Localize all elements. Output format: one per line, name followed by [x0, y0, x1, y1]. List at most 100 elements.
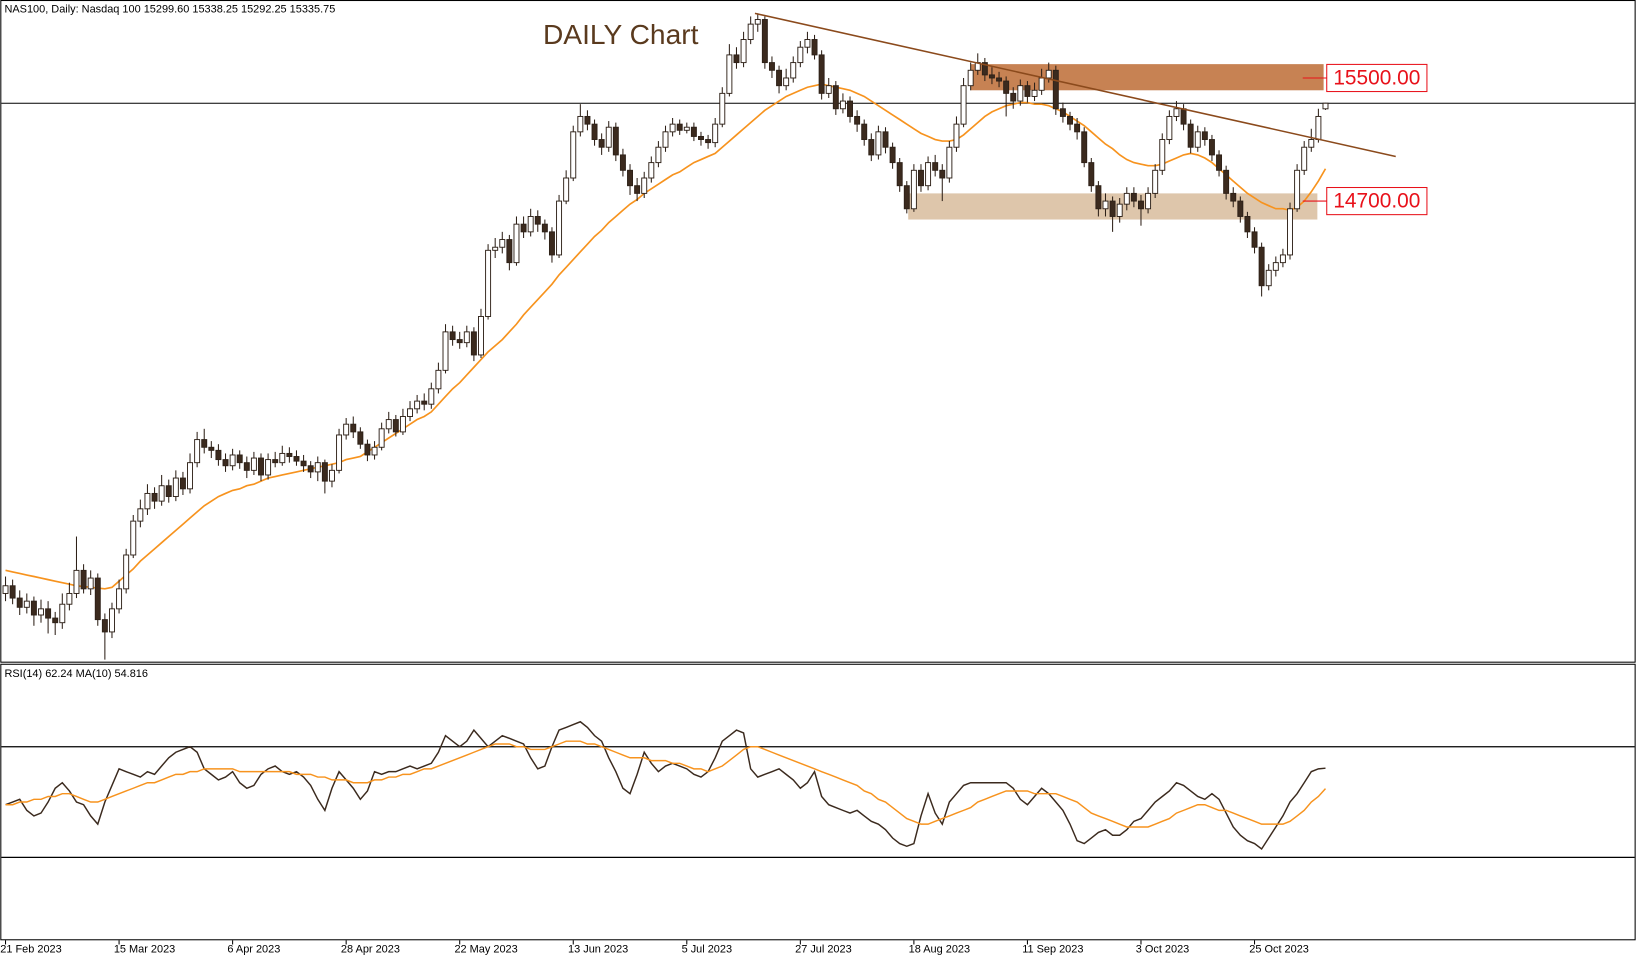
- candle-body: [1308, 139, 1315, 148]
- candle-body: [761, 19, 768, 64]
- candle-body: [527, 215, 534, 233]
- candle-body: [712, 123, 719, 144]
- candle-body: [1301, 146, 1308, 171]
- candle-body: [548, 231, 555, 256]
- candle-body: [414, 400, 421, 410]
- candle-body: [293, 456, 300, 462]
- candle-body: [868, 139, 875, 156]
- candle-body: [194, 439, 201, 464]
- candle-body: [1074, 123, 1081, 133]
- candle-body: [442, 331, 449, 371]
- rsi-line: [5, 740, 1327, 828]
- candle-body: [918, 169, 924, 187]
- trendline: [754, 12, 1396, 158]
- candle-body: [655, 146, 662, 164]
- candle-body: [754, 19, 761, 25]
- candle-body: [265, 459, 272, 476]
- candle-body: [726, 54, 733, 94]
- candle-body: [1003, 80, 1010, 94]
- candle-body: [144, 492, 151, 510]
- x-tick-label: 21 Feb 2023: [0, 944, 61, 956]
- x-tick-label: 15 Mar 2023: [114, 944, 175, 956]
- candle-body: [279, 452, 286, 464]
- candle-body: [776, 69, 783, 87]
- candle-body: [563, 177, 570, 202]
- candle-body: [364, 443, 371, 456]
- candle-body: [556, 200, 563, 256]
- candle-body: [513, 223, 520, 264]
- candle-body: [932, 162, 939, 171]
- candle-body: [1109, 200, 1116, 217]
- candle-body: [215, 449, 222, 461]
- candle-body: [137, 508, 144, 522]
- candle-body: [94, 577, 101, 621]
- candle-body: [1159, 139, 1166, 171]
- candle-body: [300, 460, 307, 467]
- candle-body: [534, 215, 541, 225]
- candle-body: [1279, 254, 1286, 264]
- zone-label: 14700.00: [1333, 190, 1420, 213]
- candle-body: [1088, 162, 1095, 187]
- candle-body: [520, 223, 527, 233]
- candle-body: [1258, 246, 1265, 287]
- rsi-line: [5, 720, 1326, 851]
- candle-body: [485, 249, 492, 317]
- candle-body: [222, 459, 229, 467]
- candle-body: [421, 400, 428, 405]
- candle-body: [698, 135, 704, 140]
- candle-body: [861, 123, 868, 140]
- candle-body: [903, 185, 910, 210]
- candle-body: [832, 85, 839, 110]
- rsi-info: RSI(14) 62.24 MA(10) 54.816: [4, 668, 147, 680]
- candle-body: [690, 126, 697, 137]
- candle-body: [229, 454, 236, 467]
- candle-body: [30, 600, 37, 616]
- x-tick-label: 22 May 2023: [454, 944, 517, 956]
- candle-body: [350, 423, 357, 433]
- candle-body: [45, 608, 52, 619]
- candle-body: [1194, 131, 1201, 148]
- candle-body: [9, 585, 16, 599]
- candle-body: [790, 62, 797, 79]
- candle-body: [584, 115, 591, 125]
- candle-body: [1145, 192, 1152, 210]
- candle-body: [130, 520, 137, 556]
- candle-body: [896, 162, 903, 187]
- candle-body: [463, 331, 470, 344]
- candle-body: [541, 223, 548, 233]
- candle-body: [2, 585, 9, 594]
- candle-body: [343, 423, 350, 436]
- candle-body: [38, 608, 44, 616]
- candle-body: [258, 457, 264, 476]
- x-tick-label: 25 Oct 2023: [1249, 944, 1309, 956]
- candle-body: [407, 408, 414, 417]
- chart-title: DAILY Chart: [543, 18, 699, 50]
- candle-body: [208, 446, 215, 451]
- candle-body: [449, 331, 456, 341]
- candle-body: [1287, 208, 1293, 256]
- candle-body: [87, 577, 94, 590]
- candle-body: [506, 239, 513, 264]
- candle-body: [307, 465, 314, 473]
- rsi-panel: [0, 663, 1636, 941]
- candle-body: [151, 492, 158, 502]
- candle-body: [1024, 85, 1031, 97]
- candle-body: [66, 592, 73, 605]
- candle-body: [187, 462, 194, 490]
- candle-body: [314, 462, 321, 473]
- candle-body: [1123, 192, 1130, 205]
- candle-body: [939, 169, 946, 179]
- candle-body: [683, 126, 690, 131]
- candle-body: [392, 419, 399, 433]
- candle-body: [1081, 131, 1088, 164]
- candle-body: [1265, 269, 1272, 287]
- candle-body: [875, 131, 882, 156]
- candle-body: [747, 23, 754, 40]
- candle-body: [250, 457, 257, 471]
- candle-body: [1244, 215, 1251, 233]
- candle-body: [570, 131, 577, 179]
- x-tick-label: 28 Apr 2023: [341, 944, 400, 956]
- candle-body: [23, 600, 30, 608]
- candle-body: [336, 434, 343, 471]
